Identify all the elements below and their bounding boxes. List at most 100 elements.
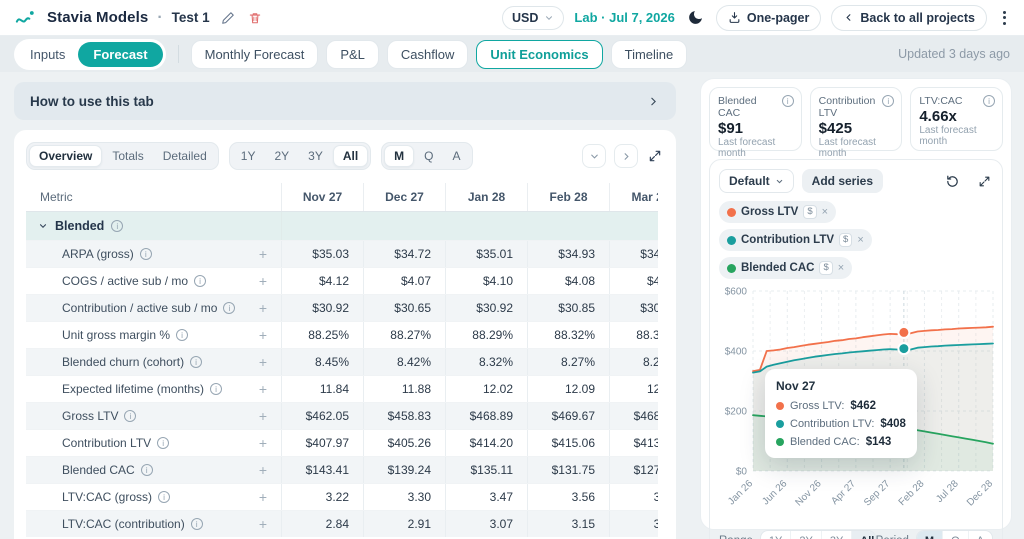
info-icon[interactable]: i — [124, 410, 137, 422]
info-icon[interactable]: i — [176, 329, 189, 341]
add-metric-to-chart-button[interactable]: + — [258, 381, 267, 397]
tab-unit-economics[interactable]: Unit Economics — [476, 39, 603, 69]
svg-text:Jun 26: Jun 26 — [760, 478, 789, 507]
table-row[interactable]: Expected lifetime (months) i +11.84 11.88 12… — [26, 375, 658, 402]
period-monthly[interactable]: M — [384, 145, 415, 167]
currency-select[interactable]: USD — [502, 5, 565, 30]
group-row-blended[interactable]: Blended i — [26, 212, 658, 240]
legend-chip-contribution-ltv[interactable]: Contribution LTV $ × — [719, 229, 872, 251]
period-quarterly[interactable]: Q — [424, 149, 434, 163]
scroll-columns-button[interactable] — [614, 144, 638, 168]
add-metric-to-chart-button[interactable]: + — [258, 516, 267, 532]
legend-chip-blended-cac[interactable]: Blended CAC $ × — [719, 257, 853, 279]
chart-period-monthly[interactable]: M — [916, 531, 943, 539]
view-detailed[interactable]: Detailed — [162, 149, 207, 163]
svg-text:Jul 28: Jul 28 — [934, 478, 961, 505]
remove-series-icon[interactable]: × — [821, 205, 829, 218]
add-metric-to-chart-button[interactable]: + — [258, 462, 267, 478]
chart-period-quarterly[interactable]: Q — [942, 531, 968, 539]
info-icon[interactable]: i — [139, 248, 152, 260]
table-row[interactable]: LTV:CAC (gross) i +3.223.303.473.563.67 — [26, 483, 658, 510]
chevron-down-icon[interactable] — [38, 221, 48, 231]
chart-range-all[interactable]: All — [851, 531, 875, 539]
add-metric-to-chart-button[interactable]: + — [258, 273, 267, 289]
legend-chip-gross-ltv[interactable]: Gross LTV $ × — [719, 201, 837, 223]
info-icon[interactable]: i — [194, 275, 207, 287]
add-metric-to-chart-button[interactable]: + — [258, 246, 267, 262]
info-icon[interactable]: i — [140, 464, 153, 476]
table-row[interactable]: Blended CAC i + $143.41 $139.24 $135.11 $131.7… — [26, 456, 658, 483]
unit-toggle[interactable]: $ — [839, 233, 853, 247]
tab-forecast[interactable]: Forecast — [78, 41, 163, 67]
column-header-metric: Metric — [40, 190, 73, 204]
add-metric-to-chart-button[interactable]: + — [258, 300, 267, 316]
expand-chart-icon[interactable] — [976, 173, 993, 190]
info-icon[interactable]: i — [210, 383, 223, 395]
add-metric-to-chart-button[interactable]: + — [258, 408, 267, 424]
tab-cashflow[interactable]: Cashflow — [386, 39, 469, 69]
info-icon[interactable]: i — [223, 302, 236, 314]
unit-toggle[interactable]: $ — [803, 205, 817, 219]
reset-chart-icon[interactable] — [943, 172, 962, 191]
table-header-row: Metric Nov 27 Dec 27 Jan 28 Feb 28 Mar 2… — [26, 183, 658, 212]
range-1y[interactable]: 1Y — [240, 149, 256, 163]
add-metric-to-chart-button[interactable]: + — [258, 327, 267, 343]
tab-inputs[interactable]: Inputs — [30, 46, 66, 62]
delete-project-icon[interactable] — [246, 9, 264, 27]
chart-period-annual[interactable]: A — [967, 531, 992, 539]
tab-timeline[interactable]: Timeline — [610, 39, 688, 69]
range-3y[interactable]: 3Y — [308, 149, 323, 163]
range-2y[interactable]: 2Y — [274, 149, 290, 163]
add-series-button[interactable]: Add series — [801, 169, 884, 193]
table-row[interactable]: Gross LTV i + $462.05 $458.83 $468.89 $469.67 $… — [26, 402, 658, 429]
period-annual[interactable]: A — [452, 149, 461, 163]
remove-series-icon[interactable]: × — [857, 233, 864, 246]
unit-toggle[interactable]: $ — [819, 261, 833, 275]
chart-range-2y[interactable]: 2Y — [790, 531, 820, 539]
one-pager-button[interactable]: One-pager — [715, 4, 822, 31]
brand-name: Stavia Models — [47, 9, 149, 26]
tab-monthly-forecast[interactable]: Monthly Forecast — [190, 39, 319, 69]
chart-range-1y[interactable]: 1Y — [761, 531, 790, 539]
add-metric-to-chart-button[interactable]: + — [258, 435, 267, 451]
info-icon[interactable]: i — [158, 491, 171, 503]
metric-value-cell: 3.67 — [609, 484, 658, 510]
metric-value-cell: $468.89 — [445, 403, 527, 429]
remove-series-icon[interactable]: × — [837, 261, 845, 274]
table-row[interactable]: Contribution LTV i + $407.97 $405.26 $414.20 $… — [26, 429, 658, 456]
edit-project-icon[interactable] — [219, 9, 237, 27]
view-overview[interactable]: Overview — [29, 145, 103, 167]
table-row[interactable]: LTV:CAC (contribution) i +2.84 2.91 3.07 3.15… — [26, 510, 658, 537]
back-to-projects-button[interactable]: Back to all projects — [831, 4, 987, 31]
table-row[interactable]: Blended churn (cohort) i +8.45% 8.42% 8.32% 8… — [26, 348, 658, 375]
metric-value-cell: 88.25% — [281, 322, 363, 348]
table-row[interactable]: ARPA (gross) i + $35.03 $34.72 $35.01 $34.93 $3… — [26, 240, 658, 267]
more-options-kebab-icon[interactable] — [997, 8, 1012, 28]
info-icon[interactable]: i — [157, 437, 170, 449]
metric-value-cell: 3.56 — [527, 484, 609, 510]
chart-preset-select[interactable]: Default — [719, 169, 794, 193]
info-icon[interactable]: i — [190, 356, 203, 368]
table-row[interactable]: COGS / active sub / mo i + $4.12 $4.07 $4.10 $… — [26, 267, 658, 294]
collapse-all-button[interactable] — [582, 144, 606, 168]
info-icon[interactable]: i — [882, 95, 895, 107]
series-color-dot — [776, 438, 784, 446]
info-icon[interactable]: i — [983, 95, 996, 107]
expand-table-icon[interactable] — [646, 147, 664, 165]
dark-mode-toggle-moon-icon[interactable] — [685, 7, 706, 28]
info-icon[interactable]: i — [111, 220, 124, 232]
tab-pnl[interactable]: P&L — [326, 39, 379, 69]
metric-value-cell: 3.24 — [609, 511, 658, 537]
how-to-use-banner[interactable]: How to use this tab — [14, 82, 676, 120]
chart-range-3y[interactable]: 3Y — [820, 531, 851, 539]
table-row[interactable]: Unit gross margin % i +88.25% 88.27% 88.29% 8… — [26, 321, 658, 348]
add-metric-to-chart-button[interactable]: + — [258, 354, 267, 370]
info-icon[interactable]: i — [781, 95, 794, 107]
info-icon[interactable]: i — [190, 518, 203, 530]
view-totals[interactable]: Totals — [112, 149, 144, 163]
range-all[interactable]: All — [332, 145, 369, 167]
add-metric-to-chart-button[interactable]: + — [258, 489, 267, 505]
svg-text:$400: $400 — [725, 347, 748, 358]
scenario-date-label[interactable]: Lab · Jul 7, 2026 — [574, 10, 675, 25]
table-row[interactable]: Contribution / active sub / mo i + $30.92 $3… — [26, 294, 658, 321]
